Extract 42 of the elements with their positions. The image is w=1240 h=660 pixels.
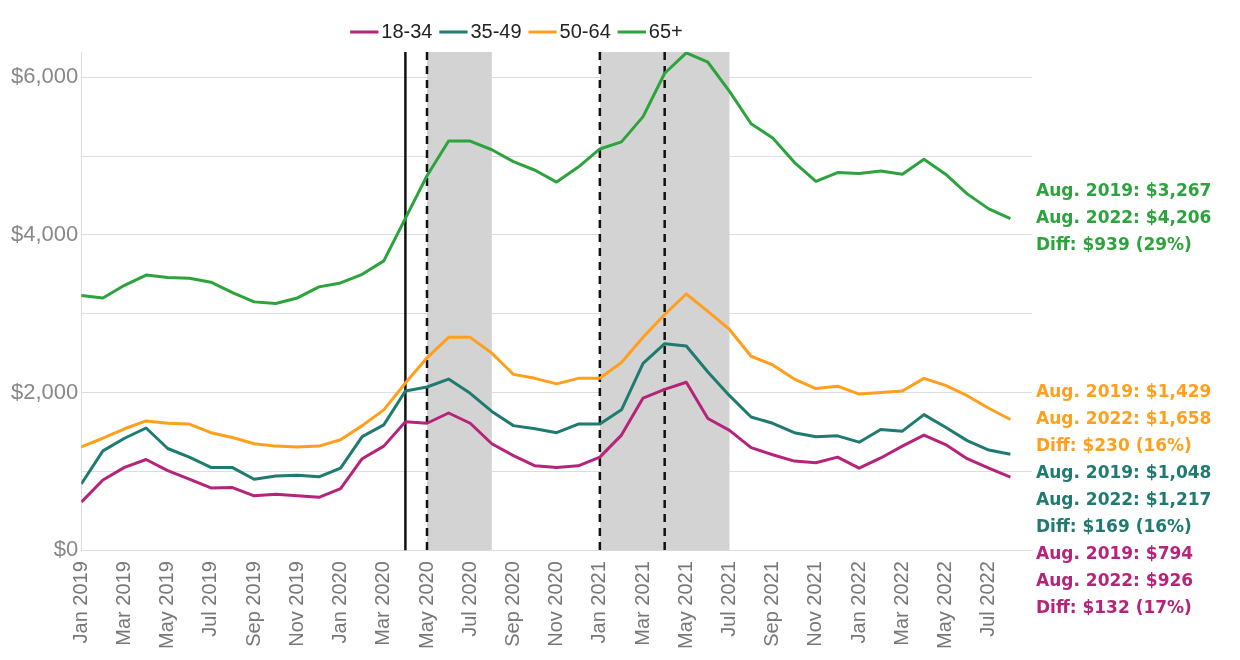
text: Aug. 2019: $794 [1036, 542, 1194, 563]
text: Diff: $169 (16%) [1036, 515, 1192, 536]
x-tick-label: Mar 2022 [889, 561, 912, 646]
text: Aug. 2019: $1,429 [1036, 380, 1212, 401]
x-tick-label: Mar 2019 [112, 561, 135, 646]
text: Aug. 2022: $926 [1036, 569, 1194, 590]
x-tick-label: Jan 2021 [587, 561, 610, 644]
text: Aug. 2022: $1,658 [1036, 407, 1212, 428]
x-tick-label: Mar 2021 [630, 561, 653, 646]
x-tick-label: Jul 2021 [717, 561, 740, 637]
x-tick-label: Jul 2019 [198, 561, 221, 637]
x-tick-label: Jan 2020 [328, 561, 351, 644]
text: Aug. 2019: $1,048 [1036, 461, 1212, 482]
y-tick-label: $6,000 [10, 63, 79, 89]
text: Aug. 2019: $3,267 [1036, 180, 1212, 201]
text: Aug. 2022: $4,206 [1036, 207, 1212, 228]
y-tick-label: $0 [53, 536, 79, 562]
x-tick-label: Sep 2019 [241, 561, 264, 647]
x-tick-label: Sep 2021 [760, 561, 783, 647]
legend-label: 18-34 [381, 19, 433, 42]
x-tick-label: Jul 2020 [457, 561, 480, 637]
text: Diff: $132 (17%) [1036, 596, 1192, 617]
x-tick-label: May 2022 [933, 561, 956, 650]
legend-label: 50-64 [559, 19, 611, 42]
x-tick-label: May 2021 [673, 561, 696, 650]
text: Aug. 2022: $1,217 [1036, 488, 1212, 509]
x-tick-label: Nov 2020 [544, 561, 567, 647]
legend-label: 65+ [648, 19, 683, 42]
x-tick-label: May 2020 [414, 561, 437, 650]
x-tick-label: Nov 2021 [803, 561, 826, 647]
x-tick-label: Sep 2020 [500, 561, 523, 647]
x-tick-label: Mar 2020 [371, 561, 394, 646]
text: Diff: $230 (16%) [1036, 434, 1192, 455]
legend-label: 35-49 [470, 19, 522, 42]
x-tick-label: Jan 2022 [846, 561, 869, 644]
x-tick-label: Jul 2022 [976, 561, 999, 637]
x-tick-label: Jan 2019 [68, 561, 91, 644]
y-tick-label: $2,000 [10, 378, 79, 404]
x-tick-label: May 2019 [155, 561, 178, 650]
x-tick-label: Nov 2019 [284, 561, 307, 647]
y-tick-label: $4,000 [10, 220, 79, 246]
text: Diff: $939 (29%) [1036, 234, 1192, 255]
